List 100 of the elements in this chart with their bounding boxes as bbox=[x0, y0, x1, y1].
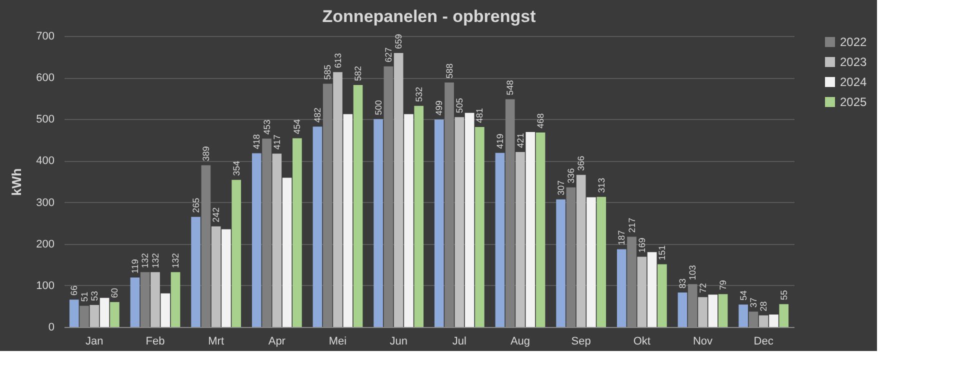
bar bbox=[100, 298, 110, 327]
x-tick-label: Jan bbox=[86, 336, 104, 348]
x-tick-label: Dec bbox=[754, 336, 774, 348]
data-label: 659 bbox=[394, 34, 404, 50]
bar bbox=[556, 199, 566, 327]
bar bbox=[404, 114, 414, 327]
bar bbox=[374, 119, 383, 327]
data-label: 28 bbox=[758, 301, 769, 312]
data-label: 627 bbox=[383, 47, 394, 62]
bar bbox=[90, 304, 100, 327]
bar bbox=[475, 127, 484, 327]
bar bbox=[434, 120, 444, 327]
bar bbox=[616, 249, 626, 327]
data-label: 37 bbox=[748, 298, 758, 308]
x-tick-label: Aug bbox=[510, 336, 530, 348]
data-label: 313 bbox=[596, 178, 606, 193]
data-label: 119 bbox=[130, 259, 140, 274]
y-tick-label: 700 bbox=[36, 30, 54, 42]
data-label: 132 bbox=[140, 253, 150, 268]
bar bbox=[211, 226, 221, 327]
bar bbox=[222, 229, 231, 327]
data-label: 366 bbox=[576, 156, 586, 171]
bar bbox=[698, 297, 708, 327]
bar bbox=[536, 132, 546, 327]
x-tick-label: Jul bbox=[452, 336, 466, 348]
bar bbox=[150, 272, 160, 327]
data-label: 55 bbox=[778, 290, 789, 300]
data-label: 389 bbox=[200, 146, 211, 162]
x-tick-label: Apr bbox=[268, 336, 286, 348]
chart-title: Zonnepanelen - opbrengst bbox=[322, 7, 536, 26]
data-label: 151 bbox=[657, 245, 668, 260]
data-label: 307 bbox=[556, 180, 566, 196]
data-label: 242 bbox=[211, 207, 222, 222]
data-label: 103 bbox=[688, 265, 698, 280]
y-tick-label: 0 bbox=[48, 322, 54, 334]
bar bbox=[160, 293, 170, 327]
data-label: 585 bbox=[322, 64, 333, 80]
bar bbox=[292, 138, 302, 327]
x-tick-label: Nov bbox=[692, 336, 714, 348]
legend-label: 2024 bbox=[840, 75, 868, 89]
data-label: 588 bbox=[444, 64, 454, 79]
y-axis-title: kWh bbox=[9, 168, 24, 196]
bar bbox=[464, 112, 474, 327]
data-label: 421 bbox=[515, 132, 526, 148]
x-tick-label: Sep bbox=[571, 336, 591, 348]
data-label: 132 bbox=[150, 253, 160, 268]
data-label: 613 bbox=[332, 53, 343, 68]
data-label: 66 bbox=[69, 286, 80, 296]
data-label: 582 bbox=[353, 66, 364, 82]
data-label: 417 bbox=[272, 134, 282, 150]
bar bbox=[272, 154, 282, 327]
legend-label: 2022 bbox=[840, 35, 868, 49]
x-tick-label: Mrt bbox=[208, 336, 224, 348]
bar bbox=[586, 197, 596, 327]
bar bbox=[110, 302, 120, 327]
bar bbox=[394, 53, 404, 327]
bar bbox=[343, 114, 353, 327]
bar bbox=[170, 272, 180, 327]
bar bbox=[576, 174, 586, 327]
x-tick-label: Okt bbox=[633, 336, 650, 348]
bar bbox=[678, 292, 688, 327]
data-label: 79 bbox=[718, 280, 728, 290]
data-label: 60 bbox=[110, 288, 120, 298]
data-label: 419 bbox=[494, 134, 505, 149]
bar bbox=[191, 216, 200, 327]
bar bbox=[333, 72, 342, 327]
data-label: 481 bbox=[474, 108, 485, 124]
bar bbox=[516, 152, 525, 327]
bar bbox=[353, 85, 363, 327]
bar bbox=[758, 315, 768, 327]
data-label: 482 bbox=[312, 108, 322, 123]
bar bbox=[414, 106, 424, 327]
bar bbox=[232, 180, 242, 327]
data-label: 217 bbox=[626, 218, 637, 233]
y-tick-label: 300 bbox=[36, 196, 54, 209]
data-label: 54 bbox=[738, 290, 748, 301]
x-tick-label: Jun bbox=[390, 336, 408, 348]
y-tick-label: 200 bbox=[36, 238, 54, 250]
data-label: 548 bbox=[505, 80, 516, 96]
bar bbox=[708, 294, 718, 327]
bar bbox=[779, 304, 789, 327]
data-label: 453 bbox=[262, 120, 272, 135]
data-label: 418 bbox=[252, 134, 262, 150]
bar bbox=[252, 153, 262, 327]
bar bbox=[718, 294, 728, 327]
data-label: 454 bbox=[292, 119, 302, 134]
y-tick-label: 100 bbox=[36, 280, 54, 292]
data-label: 169 bbox=[636, 238, 647, 253]
bar bbox=[637, 256, 647, 327]
y-tick-label: 400 bbox=[36, 155, 54, 168]
bar bbox=[526, 132, 536, 327]
bar bbox=[647, 252, 657, 327]
bar bbox=[769, 314, 778, 327]
data-label: 265 bbox=[190, 198, 201, 213]
bar bbox=[282, 178, 292, 327]
bar bbox=[312, 126, 322, 327]
data-label: 53 bbox=[89, 290, 100, 301]
legend-label: 2025 bbox=[840, 95, 868, 109]
data-label: 499 bbox=[434, 100, 444, 116]
data-label: 51 bbox=[79, 292, 90, 302]
